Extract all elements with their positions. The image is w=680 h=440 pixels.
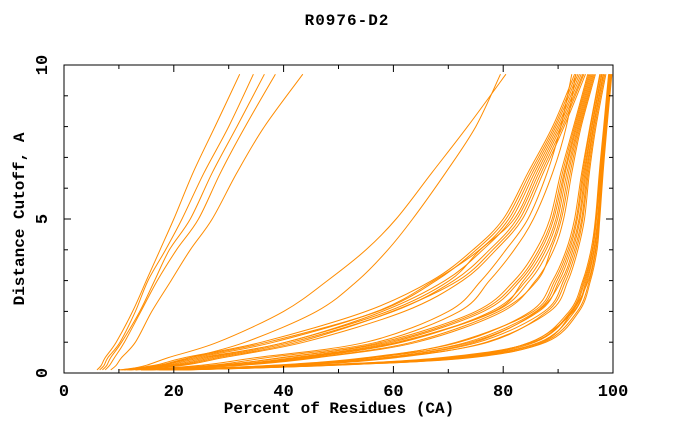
model-curve	[173, 74, 610, 371]
x-tick-label: 80	[493, 383, 513, 402]
model-curve	[160, 74, 602, 371]
model-curve	[161, 74, 603, 371]
model-curve	[135, 74, 573, 371]
model-curve	[124, 73, 507, 371]
model-curve	[110, 73, 304, 371]
model-curve	[123, 74, 580, 371]
model-curve	[135, 73, 501, 371]
model-curve	[158, 74, 601, 371]
x-tick-label: 40	[273, 383, 293, 402]
model-curve	[142, 74, 590, 371]
x-tick-label: 0	[59, 383, 69, 402]
y-tick-label: 5	[34, 214, 53, 224]
model-curve	[150, 74, 596, 371]
x-tick-label: 100	[598, 383, 629, 402]
model-curve	[185, 74, 613, 371]
model-curve	[99, 73, 254, 371]
model-curve	[127, 74, 584, 371]
model-curve	[96, 73, 241, 371]
model-curve	[118, 74, 576, 371]
model-curve	[130, 74, 586, 371]
y-tick-label: 0	[34, 368, 53, 378]
x-tick-label: 60	[383, 383, 403, 402]
model-curve	[145, 74, 592, 371]
model-curve	[165, 74, 606, 371]
model-curve	[164, 74, 605, 371]
chart-title: R0976-D2	[305, 12, 390, 30]
model-curve	[128, 74, 585, 371]
model-curve	[157, 74, 601, 371]
x-axis-label: Percent of Residues (CA)	[224, 400, 454, 418]
model-curve	[125, 74, 582, 371]
model-curve	[162, 74, 604, 371]
model-curve	[120, 74, 577, 371]
model-curve	[183, 74, 612, 371]
model-curve	[104, 73, 276, 371]
y-tick-label: 10	[34, 55, 53, 75]
model-curve	[102, 73, 265, 371]
x-tick-label: 20	[164, 383, 184, 402]
model-curve	[181, 74, 612, 371]
model-curve	[140, 74, 577, 371]
model-curve	[178, 74, 611, 371]
model-curve	[180, 74, 611, 371]
model-curve	[146, 74, 593, 371]
model-curve	[167, 74, 607, 371]
y-axis-label: Distance Cutoff, A	[11, 132, 29, 305]
model-curve	[175, 74, 610, 371]
model-curve	[122, 74, 579, 371]
